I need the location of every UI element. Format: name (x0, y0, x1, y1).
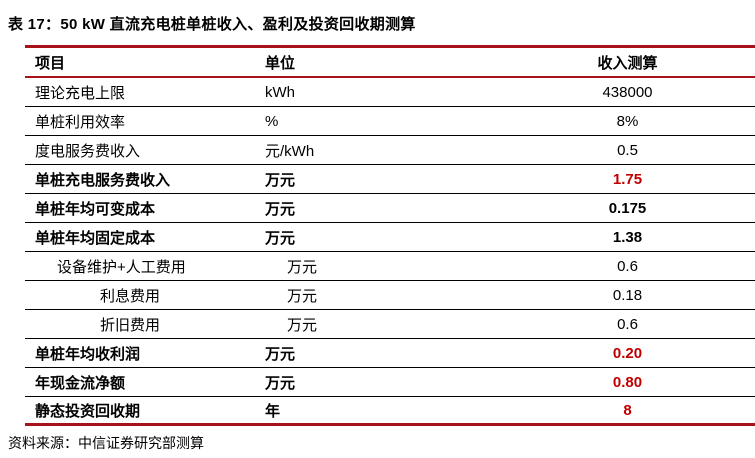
item-cell: 单桩年均收利润 (35, 345, 141, 363)
item-cell: 折旧费用 (100, 316, 161, 334)
item-cell: 理论充电上限 (35, 84, 126, 102)
value-cell: 438000 (602, 83, 653, 101)
item-cell: 单桩年均可变成本 (35, 200, 156, 218)
source-note: 资料来源：中信证券研究部测算 (8, 435, 204, 451)
table-row: 度电服务费收入 元/kWh 0.5 (25, 136, 755, 165)
item-cell: 年现金流净额 (35, 374, 126, 392)
value-cell: 0.5 (617, 141, 638, 159)
value-cell: 8 (623, 401, 632, 419)
value-cell: 1.38 (612, 228, 643, 246)
unit-cell: 万元 (265, 229, 296, 247)
value-cell: 0.175 (608, 199, 647, 217)
table-row: 单桩年均可变成本 万元 0.175 (25, 194, 755, 223)
value-cell: 0.6 (617, 315, 638, 333)
unit-cell: 万元 (265, 171, 296, 189)
data-table: 项目 单位 收入测算 理论充电上限 kWh 438000 单桩利用效率 % 8%… (25, 45, 755, 426)
item-cell: 单桩利用效率 (35, 113, 126, 131)
unit-cell: 万元 (287, 258, 318, 276)
table-header-row: 项目 单位 收入测算 (25, 48, 755, 78)
unit-cell: 万元 (265, 345, 296, 363)
table-row: 静态投资回收期 年 8 (25, 397, 755, 426)
unit-cell: 年 (265, 402, 281, 420)
column-header-item: 项目 (35, 54, 66, 72)
value-cell: 8% (616, 112, 639, 130)
unit-cell: 万元 (287, 316, 318, 334)
table-row: 单桩年均固定成本 万元 1.38 (25, 223, 755, 252)
value-cell: 1.75 (612, 170, 643, 188)
item-cell: 度电服务费收入 (35, 142, 141, 160)
table-body: 理论充电上限 kWh 438000 单桩利用效率 % 8% 度电服务费收入 元/… (25, 78, 755, 426)
table-title: 表 17：50 kW 直流充电桩单桩收入、盈利及投资回收期测算 (8, 16, 416, 33)
unit-cell: 万元 (265, 374, 296, 392)
table-row: 折旧费用 万元 0.6 (25, 310, 755, 339)
table-row: 利息费用 万元 0.18 (25, 281, 755, 310)
item-cell: 单桩年均固定成本 (35, 229, 156, 247)
item-cell: 利息费用 (100, 287, 161, 305)
table-row: 单桩充电服务费收入 万元 1.75 (25, 165, 755, 194)
column-header-unit: 单位 (265, 54, 296, 72)
table-row: 单桩利用效率 % 8% (25, 107, 755, 136)
unit-cell: % (265, 112, 279, 130)
item-cell: 单桩充电服务费收入 (35, 171, 171, 189)
value-cell: 0.20 (612, 344, 643, 362)
unit-cell: kWh (265, 83, 295, 101)
value-cell: 0.80 (612, 373, 643, 391)
table-row: 年现金流净额 万元 0.80 (25, 368, 755, 397)
table-row: 单桩年均收利润 万元 0.20 (25, 339, 755, 368)
unit-cell: 万元 (287, 287, 318, 305)
unit-cell: 元/kWh (265, 142, 315, 160)
column-header-value: 收入测算 (597, 54, 658, 72)
item-cell: 静态投资回收期 (35, 402, 141, 420)
table-row: 理论充电上限 kWh 438000 (25, 78, 755, 107)
value-cell: 0.6 (617, 257, 638, 275)
unit-cell: 万元 (265, 200, 296, 218)
value-cell: 0.18 (612, 286, 643, 304)
table-row: 设备维护+人工费用 万元 0.6 (25, 252, 755, 281)
item-cell: 设备维护+人工费用 (57, 258, 186, 276)
